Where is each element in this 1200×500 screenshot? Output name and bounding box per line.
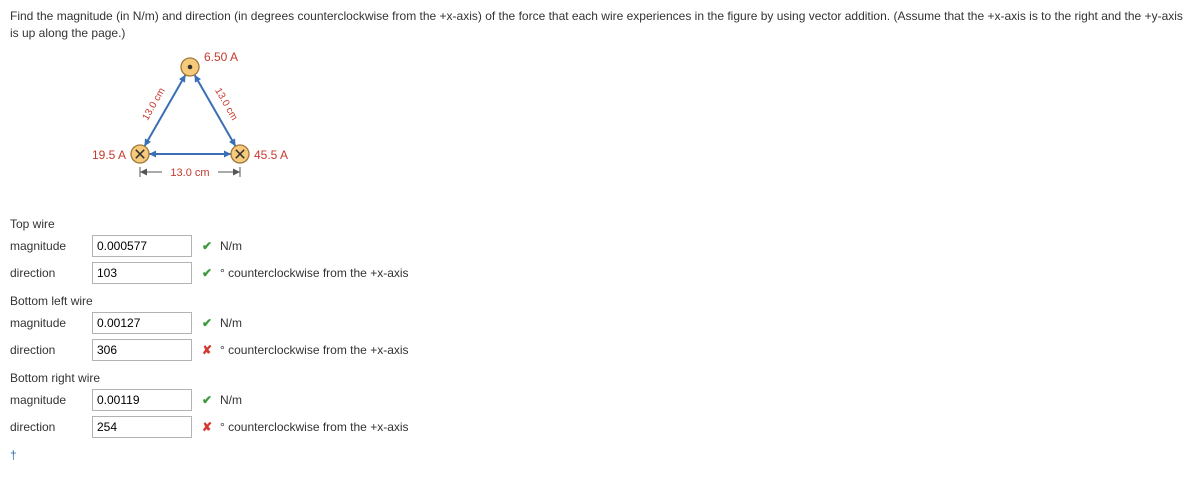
answer-row: magnitude ✔ N/m — [10, 235, 1190, 257]
magnitude-input[interactable] — [92, 389, 192, 411]
direction-input[interactable] — [92, 416, 192, 438]
answer-row: magnitude ✔ N/m — [10, 389, 1190, 411]
answer-label: direction — [10, 343, 92, 357]
unit-label: N/m — [220, 316, 242, 330]
answer-label: magnitude — [10, 393, 92, 407]
svg-text:13.0 cm: 13.0 cm — [212, 86, 239, 122]
svg-text:19.5 A: 19.5 A — [92, 148, 126, 162]
answer-row: magnitude ✔ N/m — [10, 312, 1190, 334]
check-icon: ✔ — [198, 316, 216, 330]
answer-label: magnitude — [10, 239, 92, 253]
svg-text:13.0 cm: 13.0 cm — [170, 167, 209, 179]
answer-row: direction ✘ ° counterclockwise from the +x… — [10, 339, 1190, 361]
group-title: Bottom left wire — [10, 294, 1190, 308]
unit-label: N/m — [220, 393, 242, 407]
answer-label: direction — [10, 420, 92, 434]
svg-text:6.50 A: 6.50 A — [204, 50, 238, 64]
answer-label: direction — [10, 266, 92, 280]
magnitude-input[interactable] — [92, 312, 192, 334]
check-icon: ✔ — [198, 266, 216, 280]
answer-row: direction ✔ ° counterclockwise from the +x… — [10, 262, 1190, 284]
answers-block: Top wire magnitude ✔ N/m direction ✔ ° counter… — [10, 217, 1190, 438]
unit-label: ° counterclockwise from the +x-axis — [220, 343, 409, 357]
unit-label: N/m — [220, 239, 242, 253]
direction-input[interactable] — [92, 262, 192, 284]
svg-text:45.5 A: 45.5 A — [254, 148, 288, 162]
footnote-dagger: † — [10, 448, 1190, 462]
answer-label: magnitude — [10, 316, 92, 330]
cross-icon: ✘ — [198, 420, 216, 434]
group-title: Top wire — [10, 217, 1190, 231]
unit-label: ° counterclockwise from the +x-axis — [220, 420, 409, 434]
problem-statement: Find the magnitude (in N/m) and directio… — [10, 8, 1190, 43]
check-icon: ✔ — [198, 393, 216, 407]
svg-text:13.0 cm: 13.0 cm — [141, 86, 168, 122]
cross-icon: ✘ — [198, 343, 216, 357]
unit-label: ° counterclockwise from the +x-axis — [220, 266, 409, 280]
direction-input[interactable] — [92, 339, 192, 361]
check-icon: ✔ — [198, 239, 216, 253]
answer-row: direction ✘ ° counterclockwise from the +x… — [10, 416, 1190, 438]
figure-triangle-wires: 13.0 cm 6.50 A 19.5 A 45.5 A 13.0 cm 13.0 cm — [60, 49, 320, 199]
magnitude-input[interactable] — [92, 235, 192, 257]
group-title: Bottom right wire — [10, 371, 1190, 385]
